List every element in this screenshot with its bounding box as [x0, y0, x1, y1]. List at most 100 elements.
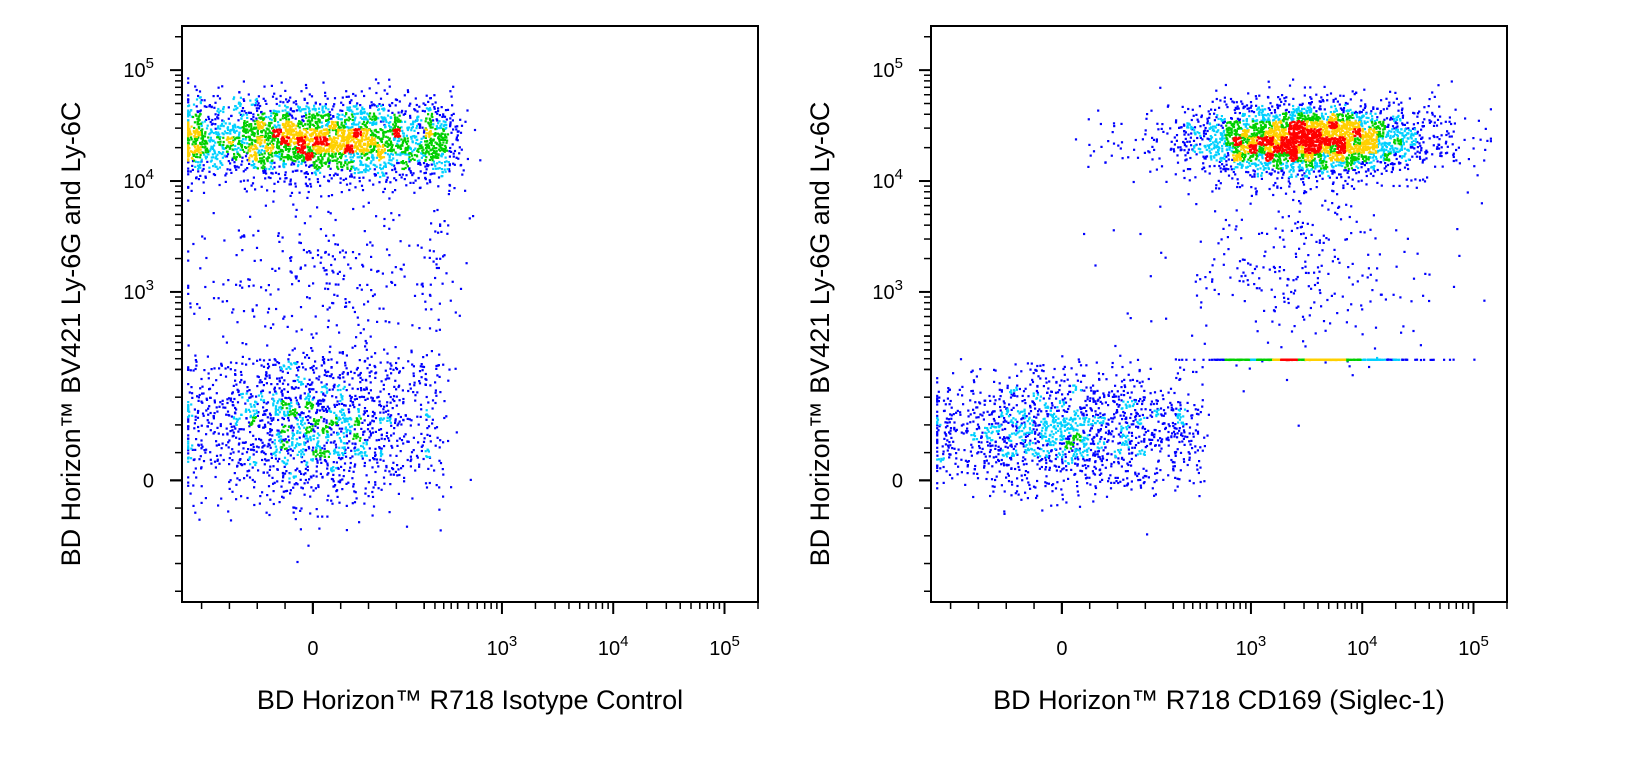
event-dot	[292, 141, 295, 144]
event-dot	[264, 413, 267, 416]
event-dot	[332, 127, 335, 130]
event-dot	[225, 444, 228, 447]
event-dot	[422, 154, 425, 157]
event-dot	[430, 350, 433, 353]
event-dot	[366, 243, 369, 246]
event-dot	[394, 117, 397, 121]
event-dot	[276, 113, 279, 116]
event-dot	[439, 135, 442, 138]
event-dot	[289, 133, 292, 136]
event-dot	[253, 132, 256, 135]
event-dot	[194, 367, 197, 371]
event-dot	[310, 133, 313, 136]
event-dot	[316, 249, 320, 252]
event-dot	[352, 470, 355, 473]
event-dot	[364, 170, 367, 174]
event-dot	[203, 120, 207, 123]
event-dot	[244, 402, 247, 405]
event-dot	[233, 397, 236, 401]
event-dot	[277, 124, 280, 127]
event-dot	[352, 483, 355, 486]
event-dot	[435, 156, 438, 159]
event-dot	[394, 418, 397, 421]
event-dot	[278, 501, 281, 504]
event-dot	[219, 160, 222, 163]
event-dot	[274, 411, 277, 414]
event-dot	[378, 166, 382, 169]
event-dot	[253, 139, 256, 142]
event-dot	[225, 138, 228, 141]
event-dot	[294, 413, 297, 416]
event-dot	[231, 392, 234, 395]
event-dot	[351, 110, 354, 113]
event-dot	[250, 421, 253, 424]
event-dot	[327, 118, 330, 122]
event-dot	[276, 383, 279, 386]
event-dot	[355, 434, 358, 437]
event-dot	[355, 497, 358, 500]
event-dot	[310, 458, 313, 461]
event-dot	[409, 123, 413, 126]
event-dot	[254, 155, 257, 158]
event-dot	[197, 125, 200, 129]
event-dot	[194, 354, 197, 357]
event-dot	[353, 501, 357, 504]
event-dot	[347, 408, 350, 411]
event-dot	[293, 483, 296, 486]
event-dot	[403, 152, 406, 155]
event-dot	[343, 115, 346, 118]
event-dot	[298, 450, 301, 453]
event-dot	[331, 420, 334, 424]
event-dot	[307, 401, 310, 404]
event-dot	[205, 118, 208, 121]
event-dot	[298, 156, 301, 160]
event-dot	[436, 436, 439, 439]
event-dot	[396, 424, 399, 427]
event-dot	[366, 131, 369, 134]
event-dot	[311, 425, 314, 428]
event-dot	[208, 150, 211, 153]
event-dot	[233, 161, 236, 164]
event-dot	[312, 116, 315, 119]
event-dot	[346, 428, 349, 431]
event-dot	[219, 373, 222, 376]
event-dot	[281, 446, 284, 449]
event-dot	[318, 161, 321, 164]
event-dot	[341, 138, 344, 141]
event-dot	[229, 168, 232, 171]
event-dot	[361, 117, 364, 120]
event-dot	[235, 423, 238, 426]
event-dot	[381, 103, 384, 106]
event-dot	[199, 142, 202, 145]
event-dot	[227, 366, 230, 369]
event-dot	[352, 165, 355, 168]
event-dot	[308, 93, 311, 96]
event-dot	[267, 134, 270, 138]
event-dot	[280, 376, 283, 379]
event-dot	[250, 123, 253, 126]
event-dot	[239, 127, 242, 130]
event-dot	[361, 457, 364, 460]
event-dot	[410, 129, 413, 132]
event-dot	[318, 434, 321, 437]
event-dot	[373, 114, 376, 117]
event-dot	[261, 441, 264, 444]
event-dot	[225, 150, 229, 153]
event-dot	[291, 437, 294, 440]
event-dot	[197, 118, 200, 121]
event-dot	[420, 432, 423, 435]
event-dot	[412, 123, 415, 126]
event-dot	[214, 101, 217, 104]
event-dot	[379, 421, 382, 424]
event-dot	[303, 482, 306, 485]
event-dot	[319, 472, 322, 475]
event-dot	[437, 176, 441, 179]
event-dot	[428, 147, 431, 150]
event-dot	[377, 150, 380, 154]
event-dot	[271, 155, 274, 158]
event-dot	[362, 142, 366, 145]
event-dot	[370, 160, 373, 163]
event-dot	[311, 381, 314, 384]
event-dot	[343, 435, 346, 438]
event-dot	[336, 495, 339, 498]
